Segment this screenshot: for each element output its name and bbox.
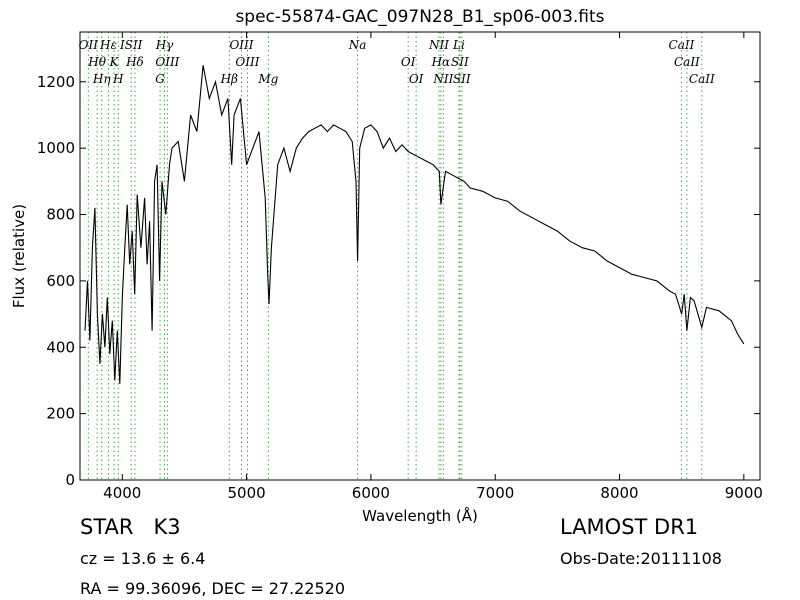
- spectral-line-label: CaII: [669, 38, 695, 52]
- spectral-line-label: NII: [428, 38, 449, 52]
- y-tick-label: 800: [46, 206, 75, 224]
- spectral-line-label: OI: [409, 72, 424, 86]
- spectral-line-label: Hβ: [220, 72, 238, 86]
- spectral-line-label: OIII: [155, 55, 179, 69]
- survey: LAMOST DR1: [560, 515, 698, 539]
- x-tick-label: 9000: [725, 484, 763, 502]
- spectral-line-label: CaII: [674, 55, 700, 69]
- spectral-line-label: OIII: [235, 55, 259, 69]
- spectral-line-label: K: [109, 55, 120, 69]
- spectral-line-label: OI: [401, 55, 416, 69]
- spectral-line-label: Hε: [99, 38, 117, 52]
- x-tick-label: 4000: [103, 484, 141, 502]
- spectral-line-label: Hγ: [155, 38, 174, 52]
- y-tick-label: 1200: [37, 73, 75, 91]
- x-tick-label: 7000: [476, 484, 514, 502]
- spectral-line-label: OII: [79, 38, 99, 52]
- redshift: cz = 13.6 ± 6.4: [80, 549, 205, 568]
- spectral-line-label: Hη: [92, 72, 111, 86]
- y-axis-label: Flux (relative): [10, 204, 28, 308]
- spectral-line-label: NII: [432, 72, 453, 86]
- y-tick-label: 1000: [37, 139, 75, 157]
- coordinates: RA = 99.36096, DEC = 27.22520: [80, 579, 345, 598]
- star-class: STAR K3: [80, 515, 181, 539]
- spectral-line-label: SII: [453, 72, 471, 86]
- spectral-line-label: H: [112, 72, 124, 86]
- plot-frame: [79, 31, 761, 481]
- spectral-line-label: ISII: [119, 38, 143, 52]
- y-tick-label: 600: [46, 272, 75, 290]
- spectral-line-label: Hα: [431, 55, 451, 69]
- spectral-line-label: OIII: [229, 38, 253, 52]
- y-tick-label: 200: [46, 405, 75, 423]
- spectral-line-label: SII: [451, 55, 469, 69]
- x-tick-label: 6000: [352, 484, 390, 502]
- obs-date: Obs-Date:20111108: [560, 549, 722, 568]
- y-tick-label: 0: [65, 471, 75, 489]
- y-tick-label: 400: [46, 338, 75, 356]
- spectral-line-label: Hδ: [125, 55, 144, 69]
- chart-title: spec-55874-GAC_097N28_B1_sp06-003.fits: [235, 7, 604, 27]
- spectral-line-label: CaII: [689, 72, 715, 86]
- spectral-line-label: Na: [348, 38, 367, 52]
- spectral-line-label: Mg: [257, 72, 278, 86]
- spectral-line-label: Hθ: [87, 55, 106, 69]
- x-tick-label: 8000: [600, 484, 638, 502]
- x-tick-label: 5000: [227, 484, 265, 502]
- spectral-line-label: G: [155, 72, 165, 86]
- spectral-line-label: Li: [452, 38, 465, 52]
- x-axis-label: Wavelength (Å): [362, 506, 478, 525]
- spectrum-line: [84, 65, 745, 384]
